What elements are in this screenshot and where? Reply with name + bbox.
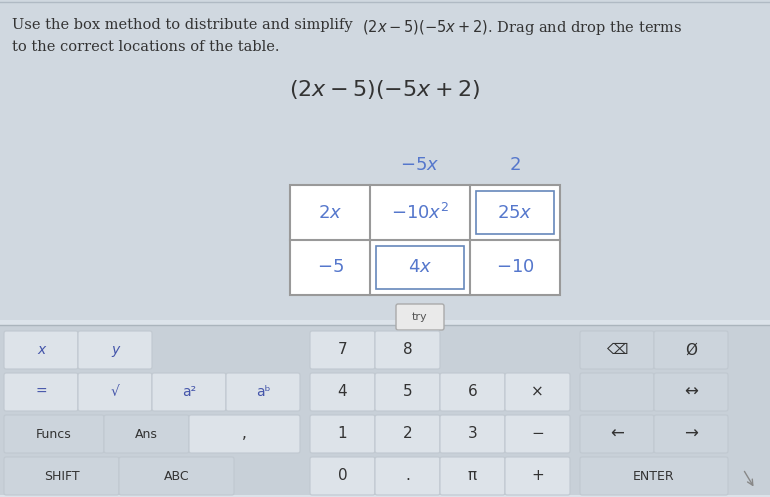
FancyBboxPatch shape (4, 415, 104, 453)
FancyBboxPatch shape (580, 373, 654, 411)
FancyBboxPatch shape (310, 373, 375, 411)
Text: 0: 0 (338, 469, 347, 484)
Text: 6: 6 (467, 385, 477, 400)
Text: 7: 7 (338, 342, 347, 357)
FancyBboxPatch shape (4, 331, 78, 369)
FancyBboxPatch shape (580, 331, 654, 369)
Text: $2x$: $2x$ (318, 203, 342, 222)
Text: 5: 5 (403, 385, 412, 400)
Text: ×: × (531, 385, 544, 400)
Text: $(2x-5)(-5x+2)$. Drag and drop the terms: $(2x-5)(-5x+2)$. Drag and drop the terms (362, 18, 682, 37)
FancyBboxPatch shape (580, 415, 654, 453)
FancyBboxPatch shape (440, 415, 505, 453)
Text: π: π (468, 469, 477, 484)
Text: 3: 3 (467, 426, 477, 441)
FancyBboxPatch shape (4, 457, 119, 495)
Text: x: x (37, 343, 45, 357)
FancyBboxPatch shape (310, 457, 375, 495)
FancyBboxPatch shape (4, 373, 78, 411)
FancyBboxPatch shape (505, 415, 570, 453)
Text: to the correct locations of the table.: to the correct locations of the table. (12, 40, 280, 54)
FancyBboxPatch shape (440, 373, 505, 411)
Text: .: . (405, 469, 410, 484)
Text: try: try (412, 312, 428, 322)
Text: →: → (684, 425, 698, 443)
Bar (476, 191, 554, 234)
Bar (290, 185, 560, 295)
Text: $25x$: $25x$ (497, 203, 533, 222)
Text: ↔: ↔ (684, 383, 698, 401)
FancyBboxPatch shape (505, 373, 570, 411)
FancyBboxPatch shape (375, 415, 440, 453)
Text: +: + (531, 469, 544, 484)
Text: $(2x-5)(-5x+2)$: $(2x-5)(-5x+2)$ (290, 78, 480, 101)
FancyBboxPatch shape (580, 457, 728, 495)
Text: Use the box method to distribute and simplify: Use the box method to distribute and sim… (12, 18, 357, 32)
Text: a²: a² (182, 385, 196, 399)
Text: 2: 2 (403, 426, 412, 441)
Text: ,: , (242, 426, 247, 441)
FancyBboxPatch shape (152, 373, 226, 411)
Text: $2$: $2$ (509, 156, 521, 174)
Text: $-10$: $-10$ (496, 258, 534, 276)
FancyBboxPatch shape (189, 415, 300, 453)
FancyBboxPatch shape (654, 373, 728, 411)
Text: aᵇ: aᵇ (256, 385, 270, 399)
Text: SHIFT: SHIFT (44, 470, 79, 483)
Text: ←: ← (610, 425, 624, 443)
FancyBboxPatch shape (310, 331, 375, 369)
Text: 8: 8 (403, 342, 412, 357)
Text: Ans: Ans (135, 427, 158, 440)
FancyBboxPatch shape (396, 304, 444, 330)
FancyBboxPatch shape (440, 457, 505, 495)
FancyBboxPatch shape (226, 373, 300, 411)
Text: −: − (531, 426, 544, 441)
FancyBboxPatch shape (310, 415, 375, 453)
Text: Funcs: Funcs (36, 427, 72, 440)
FancyBboxPatch shape (505, 457, 570, 495)
Text: $4x$: $4x$ (408, 258, 432, 276)
FancyBboxPatch shape (654, 331, 728, 369)
Text: $-10x^2$: $-10x^2$ (391, 202, 449, 223)
Text: 4: 4 (338, 385, 347, 400)
Bar (0, 325, 770, 495)
Bar (376, 246, 464, 289)
Text: ENTER: ENTER (633, 470, 675, 483)
Text: $-5$: $-5$ (316, 258, 343, 276)
Text: ABC: ABC (164, 470, 189, 483)
FancyBboxPatch shape (375, 373, 440, 411)
Text: Ø: Ø (685, 342, 697, 357)
Text: √: √ (111, 385, 119, 399)
FancyBboxPatch shape (104, 415, 189, 453)
Text: $-5x$: $-5x$ (400, 156, 440, 174)
Text: 1: 1 (338, 426, 347, 441)
FancyBboxPatch shape (78, 331, 152, 369)
Text: ⌫: ⌫ (606, 342, 628, 357)
FancyBboxPatch shape (78, 373, 152, 411)
FancyBboxPatch shape (375, 331, 440, 369)
Bar (0, 0, 770, 320)
Text: y: y (111, 343, 119, 357)
FancyBboxPatch shape (119, 457, 234, 495)
FancyBboxPatch shape (654, 415, 728, 453)
Text: =: = (35, 385, 47, 399)
FancyBboxPatch shape (375, 457, 440, 495)
